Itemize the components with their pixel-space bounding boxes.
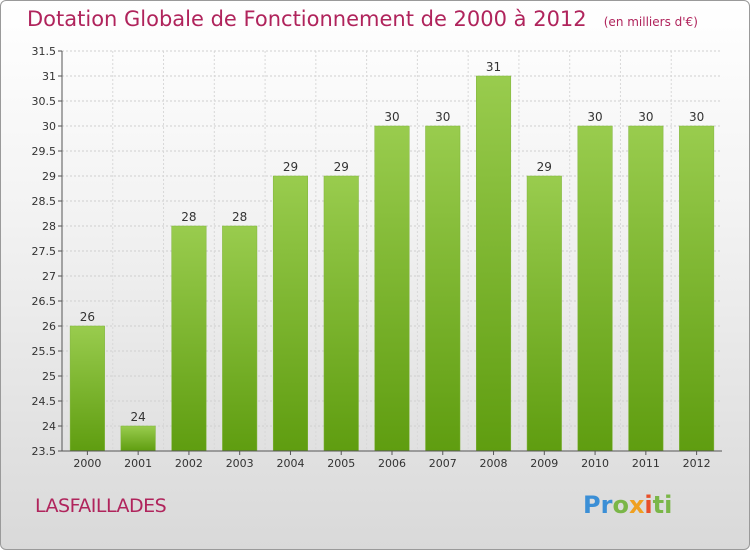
bar [374, 125, 410, 452]
title-block: Dotation Globale de Fonctionnement de 20… [27, 7, 698, 31]
bar-value-label: 29 [283, 160, 298, 174]
bar [69, 325, 105, 452]
bar [222, 225, 258, 452]
y-tick-label: 29.5 [32, 145, 57, 158]
x-tick-label: 2012 [683, 457, 711, 470]
y-tick-label: 27 [42, 270, 56, 283]
y-tick-label: 23.5 [32, 445, 57, 458]
x-tick-label: 2000 [73, 457, 101, 470]
x-tick-label: 2005 [327, 457, 355, 470]
x-tick-label: 2008 [480, 457, 508, 470]
proxiti-logo: Proxiti [583, 491, 672, 519]
y-tick-label: 30 [42, 120, 56, 133]
bar-value-label: 30 [638, 110, 653, 124]
y-tick-label: 26 [42, 320, 56, 333]
logo-letter: o [612, 491, 629, 519]
y-tick-label: 31 [42, 70, 56, 83]
y-tick-label: 28 [42, 220, 56, 233]
bar-value-label: 28 [181, 210, 196, 224]
logo-letter: P [583, 491, 601, 519]
x-tick-label: 2007 [429, 457, 457, 470]
logo-letter: i [664, 491, 673, 519]
bar-value-label: 28 [232, 210, 247, 224]
bar-value-label: 30 [435, 110, 450, 124]
bar [272, 175, 308, 452]
y-tick-label: 30.5 [32, 95, 57, 108]
logo-letter: r [600, 491, 613, 519]
bar [171, 225, 207, 452]
bar [476, 75, 512, 452]
x-tick-label: 2006 [378, 457, 406, 470]
bar-value-label: 30 [689, 110, 704, 124]
bar [526, 175, 562, 452]
logo-letter: i [644, 491, 653, 519]
bar [577, 125, 613, 452]
chart-title: Dotation Globale de Fonctionnement de 20… [27, 7, 587, 31]
x-tick-label: 2011 [632, 457, 660, 470]
bar-value-label: 29 [537, 160, 552, 174]
y-tick-label: 29 [42, 170, 56, 183]
logo-letter: x [628, 491, 645, 519]
x-tick-label: 2010 [581, 457, 609, 470]
y-tick-label: 31.5 [32, 45, 57, 58]
bar [679, 125, 715, 452]
bar-value-label: 30 [587, 110, 602, 124]
x-tick-label: 2004 [276, 457, 304, 470]
x-tick-label: 2002 [175, 457, 203, 470]
bar [323, 175, 359, 452]
x-tick-label: 2003 [226, 457, 254, 470]
bar [425, 125, 461, 452]
y-tick-label: 25 [42, 370, 56, 383]
y-tick-label: 27.5 [32, 245, 57, 258]
y-tick-label: 24.5 [32, 395, 57, 408]
logo-letter: t [652, 491, 665, 519]
y-tick-label: 24 [42, 420, 56, 433]
bar-value-label: 30 [384, 110, 399, 124]
commune-name: LASFAILLADES [35, 495, 167, 517]
bar-value-label: 24 [131, 410, 146, 424]
chart-unit: (en milliers d'€) [603, 15, 698, 29]
bar-value-label: 31 [486, 60, 501, 74]
bar [628, 125, 664, 452]
bar-value-label: 26 [80, 310, 95, 324]
bar-value-label: 29 [334, 160, 349, 174]
y-tick-label: 28.5 [32, 195, 57, 208]
bar [120, 425, 156, 452]
y-tick-label: 25.5 [32, 345, 57, 358]
y-tick-label: 26.5 [32, 295, 57, 308]
x-tick-label: 2001 [124, 457, 152, 470]
x-tick-label: 2009 [530, 457, 558, 470]
